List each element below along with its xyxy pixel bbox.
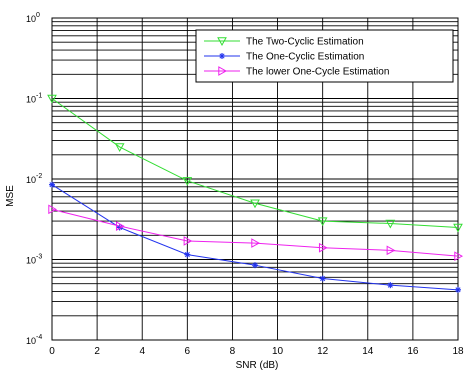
x-tick-label: 8 [230,346,236,357]
legend-label: The Two-Cyclic Estimation [246,37,364,48]
data-point [386,245,396,256]
data-point [250,199,260,209]
y-tick-label: 10 -4 [26,334,42,346]
data-point [218,66,228,76]
legend-label: The lower One-Cycle Estimation [246,67,389,78]
x-tick-label: 18 [452,346,464,357]
grid [51,17,459,341]
data-point [182,177,193,186]
data-point [317,217,328,227]
plot-frame [51,17,459,341]
data-point [183,236,193,246]
y-tick-exponent: -1 [36,93,42,100]
x-tick-label: 16 [407,346,419,357]
x-tick-label: 4 [139,346,145,357]
data-point [115,221,125,231]
data-point [47,94,57,104]
data-point [454,251,464,262]
legend-label: The One-Cyclic Estimation [246,52,364,63]
data-point [453,223,463,233]
series-line [51,208,459,257]
legend-entry: The Two-Cyclic Estimation [204,37,364,48]
legend: The Two-Cyclic Estimation The One-Cyclic … [195,29,454,83]
x-axis-label: SNR (dB) [236,360,279,371]
star-stroke [49,182,55,188]
star-stroke [320,275,326,282]
y-tick-base: 10 [26,256,36,266]
y-tick-base: 10 [26,336,36,346]
data-point [219,53,225,59]
star-stroke [252,262,258,268]
data-point [252,262,258,269]
y-tick-base: 10 [26,95,36,105]
series-group [47,94,464,293]
x-tick-label: 12 [317,346,329,357]
series-line [51,98,459,228]
y-tick-label: 10 -2 [26,173,42,185]
star-stroke [387,282,393,288]
y-tick-label: 10 -3 [26,254,42,266]
data-point [217,37,227,47]
y-tick-exponent: 0 [36,12,40,19]
data-point [48,204,58,215]
y-axis-label: MSE [5,185,16,207]
data-point [319,275,326,282]
legend-entry: The One-Cyclic Estimation [204,52,364,63]
legend-entry: The lower One-Cycle Estimation [204,66,389,78]
y-tick-label: 10 -1 [26,93,42,105]
star-stroke [219,53,225,59]
y-tick-exponent: -2 [36,173,42,180]
x-tick-label: 0 [49,346,55,357]
y-tick-base: 10 [26,175,36,185]
data-point [114,143,125,152]
data-point [387,282,394,289]
data-point [385,219,396,229]
data-point [49,181,55,188]
data-point [184,251,191,258]
x-tick-label: 14 [362,346,374,357]
y-tick-exponent: -4 [36,334,42,341]
data-point [318,242,328,253]
x-tick-label: 6 [185,346,191,357]
series [49,181,461,293]
data-point [251,238,261,248]
star-stroke [455,287,461,293]
data-point [455,286,461,293]
y-tick-base: 10 [26,14,36,24]
x-tick-label: 10 [272,346,284,357]
star-stroke [184,252,190,258]
y-tick-label: 10 0 [26,12,40,24]
x-tick-label: 2 [94,346,100,357]
series [48,204,464,262]
series [47,94,463,233]
y-tick-exponent: -3 [36,254,42,261]
